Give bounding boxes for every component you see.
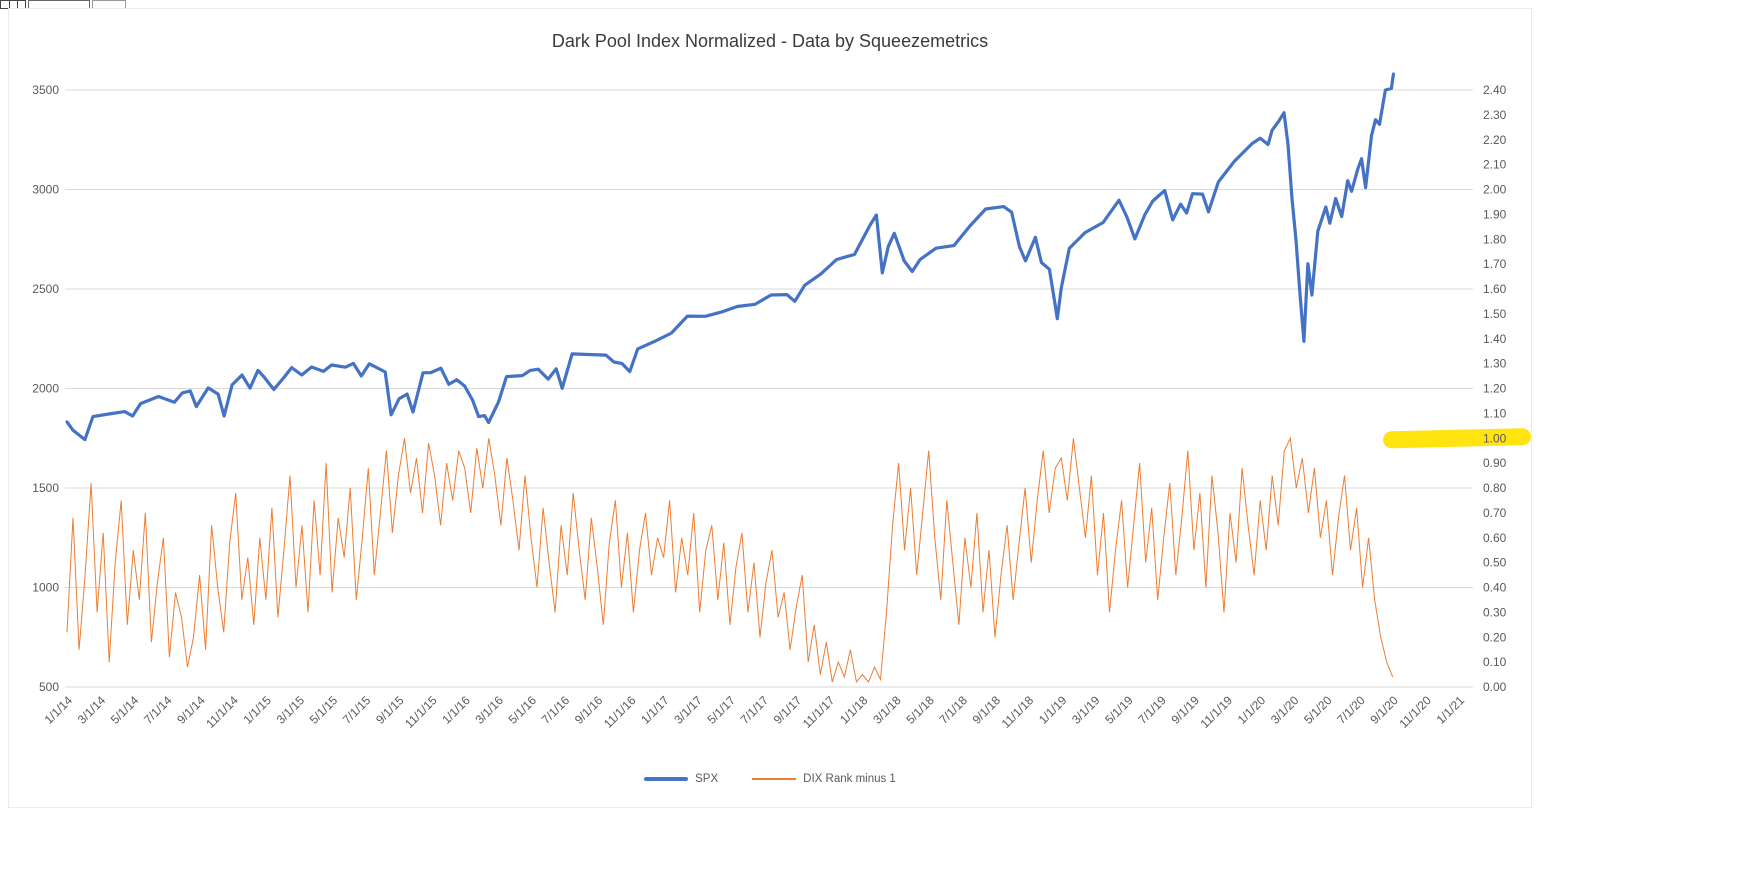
y-right-tick-label: 2.20 <box>1483 133 1507 147</box>
legend-label-spx: SPX <box>695 773 719 785</box>
x-tick-label: 11/1/17 <box>800 693 838 731</box>
x-tick-label: 1/1/16 <box>439 693 473 727</box>
y-right-tick-label: 0.80 <box>1483 481 1507 495</box>
x-tick-label: 11/1/20 <box>1396 693 1434 731</box>
x-tick-label: 11/1/15 <box>402 693 440 731</box>
y-right-tick-label: 2.30 <box>1483 108 1507 122</box>
x-tick-label: 1/1/15 <box>240 693 274 727</box>
x-tick-label: 7/1/14 <box>141 693 175 727</box>
x-tick-label: 1/1/17 <box>638 693 672 727</box>
y-right-tick-label: 0.40 <box>1483 581 1507 595</box>
x-tick-label: 1/1/14 <box>42 693 76 727</box>
dix-line-swatch <box>752 778 797 780</box>
y-right-tick-label: 0.30 <box>1483 605 1507 619</box>
x-tick-label: 7/1/19 <box>1135 693 1169 727</box>
legend-item-spx[interactable]: SPX <box>644 773 718 785</box>
y-left-tick-label: 2500 <box>32 282 59 296</box>
y-right-tick-label: 0.90 <box>1483 456 1507 470</box>
highlighter-mark <box>1383 428 1531 449</box>
legend: SPX DIX Rank minus 1 <box>9 773 1531 785</box>
y-right-tick-label: 2.00 <box>1483 183 1507 197</box>
y-left-tick-label: 2000 <box>32 382 59 396</box>
x-tick-label: 7/1/16 <box>539 693 573 727</box>
x-tick-label: 5/1/14 <box>108 693 142 727</box>
legend-item-dix[interactable]: DIX Rank minus 1 <box>752 773 896 785</box>
x-tick-label: 11/1/14 <box>203 693 241 731</box>
x-tick-label: 3/1/17 <box>671 693 705 727</box>
y-right-tick-label: 1.40 <box>1483 332 1507 346</box>
y-right-tick-label: 0.50 <box>1483 556 1507 570</box>
y-left-tick-label: 500 <box>39 680 59 694</box>
x-tick-label: 7/1/20 <box>1334 693 1368 727</box>
spx-series-line[interactable] <box>65 72 1396 442</box>
y-right-tick-label: 0.10 <box>1483 655 1507 669</box>
y-left-tick-label: 1000 <box>32 581 59 595</box>
y-left-tick-label: 1500 <box>32 481 59 495</box>
x-tick-label: 1/1/19 <box>1036 693 1070 727</box>
x-tick-label: 5/1/18 <box>903 693 937 727</box>
y-right-tick-label: 1.30 <box>1483 357 1507 371</box>
y-right-tick-label: 1.00 <box>1483 431 1507 445</box>
x-tick-label: 11/1/18 <box>999 693 1037 731</box>
y-right-tick-label: 0.60 <box>1483 531 1507 545</box>
x-tick-label: 7/1/18 <box>936 693 970 727</box>
y-left-tick-label: 3000 <box>32 183 59 197</box>
y-right-tick-label: 1.50 <box>1483 307 1507 321</box>
y-right-tick-label: 2.10 <box>1483 158 1507 172</box>
x-tick-label: 1/1/20 <box>1235 693 1269 727</box>
y-right-tick-label: 1.70 <box>1483 257 1507 271</box>
x-tick-label: 3/1/15 <box>274 693 308 727</box>
x-tick-label: 1/1/21 <box>1434 693 1468 727</box>
x-tick-label: 11/1/16 <box>601 693 639 731</box>
y-right-tick-label: 0.00 <box>1483 680 1507 694</box>
x-tick-label: 5/1/15 <box>307 693 341 727</box>
spx-line-swatch <box>644 777 689 781</box>
x-tick-label: 7/1/15 <box>340 693 374 727</box>
x-tick-label: 5/1/20 <box>1301 693 1335 727</box>
x-tick-label: 1/1/18 <box>837 693 871 727</box>
x-tick-label: 3/1/20 <box>1268 693 1302 727</box>
dix-series-line[interactable] <box>66 436 1394 684</box>
x-tick-label: 5/1/19 <box>1102 693 1136 727</box>
x-tick-label: 5/1/16 <box>506 693 540 727</box>
y-left-tick-label: 3500 <box>32 83 59 97</box>
x-tick-label: 7/1/17 <box>738 693 772 727</box>
x-tick-label: 3/1/16 <box>472 693 506 727</box>
chart-title: Dark Pool Index Normalized - Data by Squ… <box>551 31 989 51</box>
y-right-tick-label: 1.20 <box>1483 382 1507 396</box>
y-right-tick-label: 1.90 <box>1483 207 1507 221</box>
y-right-tick-label: 0.20 <box>1483 630 1507 644</box>
y-right-tick-label: 0.70 <box>1483 506 1507 520</box>
x-tick-label: 3/1/14 <box>75 693 109 727</box>
y-right-tick-label: 1.10 <box>1483 406 1507 420</box>
x-tick-label: 11/1/19 <box>1198 693 1236 731</box>
plot-area: 500 1000 1500 2000 2500 3000 3500 0.00 0.10 0.20 0… <box>32 72 1531 731</box>
x-tick-label: 3/1/18 <box>870 693 904 727</box>
x-tick-label: 3/1/19 <box>1069 693 1103 727</box>
y-right-tick-label: 1.80 <box>1483 232 1507 246</box>
y-right-tick-label: 1.60 <box>1483 282 1507 296</box>
y-right-tick-label: 2.40 <box>1483 83 1507 97</box>
chart-object[interactable]: 500 1000 1500 2000 2500 3000 3500 0.00 0.10 0.20 0… <box>8 8 1532 808</box>
legend-label-dix: DIX Rank minus 1 <box>803 773 896 785</box>
x-tick-label: 5/1/17 <box>704 693 738 727</box>
